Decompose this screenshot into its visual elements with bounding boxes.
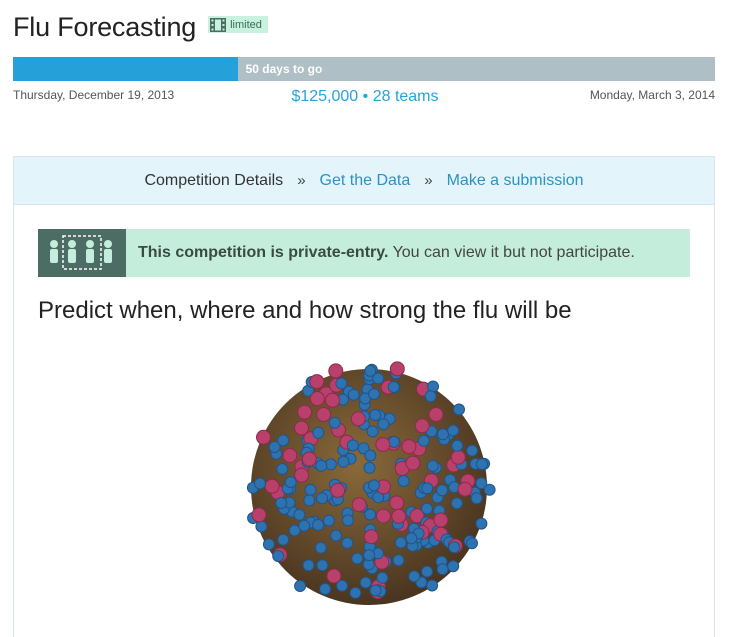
progress-fill [13,57,238,81]
notice-message: This competition is private-entry. You c… [126,244,635,262]
breadcrumb-separator: » [297,172,306,189]
competition-panel: Competition Details » Get the Data » Mak… [13,156,715,637]
competition-heading: Predict when, where and how strong the f… [38,297,572,324]
badge-label: limited [230,18,262,31]
notice-bold-text: This competition is private-entry. [138,244,389,261]
header: Flu Forecasting limited [13,12,268,43]
private-entry-people-icon [38,229,126,277]
start-date: Thursday, December 19, 2013 [13,88,175,102]
private-entry-notice: This competition is private-entry. You c… [38,229,690,277]
tab-make-a-submission[interactable]: Make a submission [446,171,584,189]
end-date: Monday, March 3, 2014 [589,88,715,102]
page-title: Flu Forecasting [13,12,197,42]
film-strip-icon [210,17,227,32]
breadcrumb-separator: » [424,172,433,189]
prize-and-teams[interactable]: $125,000 • 28 teams [291,88,439,105]
tab-get-the-data[interactable]: Get the Data [319,171,411,189]
influenza-virus-illustration [246,361,496,605]
time-progress-bar: 50 days to go [13,57,715,81]
tab-competition-details[interactable]: Competition Details [144,171,284,189]
competition-nav: Competition Details » Get the Data » Mak… [14,157,714,205]
notice-detail-text: You can view it but not participate. [388,244,635,261]
days-remaining-label: 50 days to go [245,62,323,76]
limited-badge: limited [208,16,268,33]
